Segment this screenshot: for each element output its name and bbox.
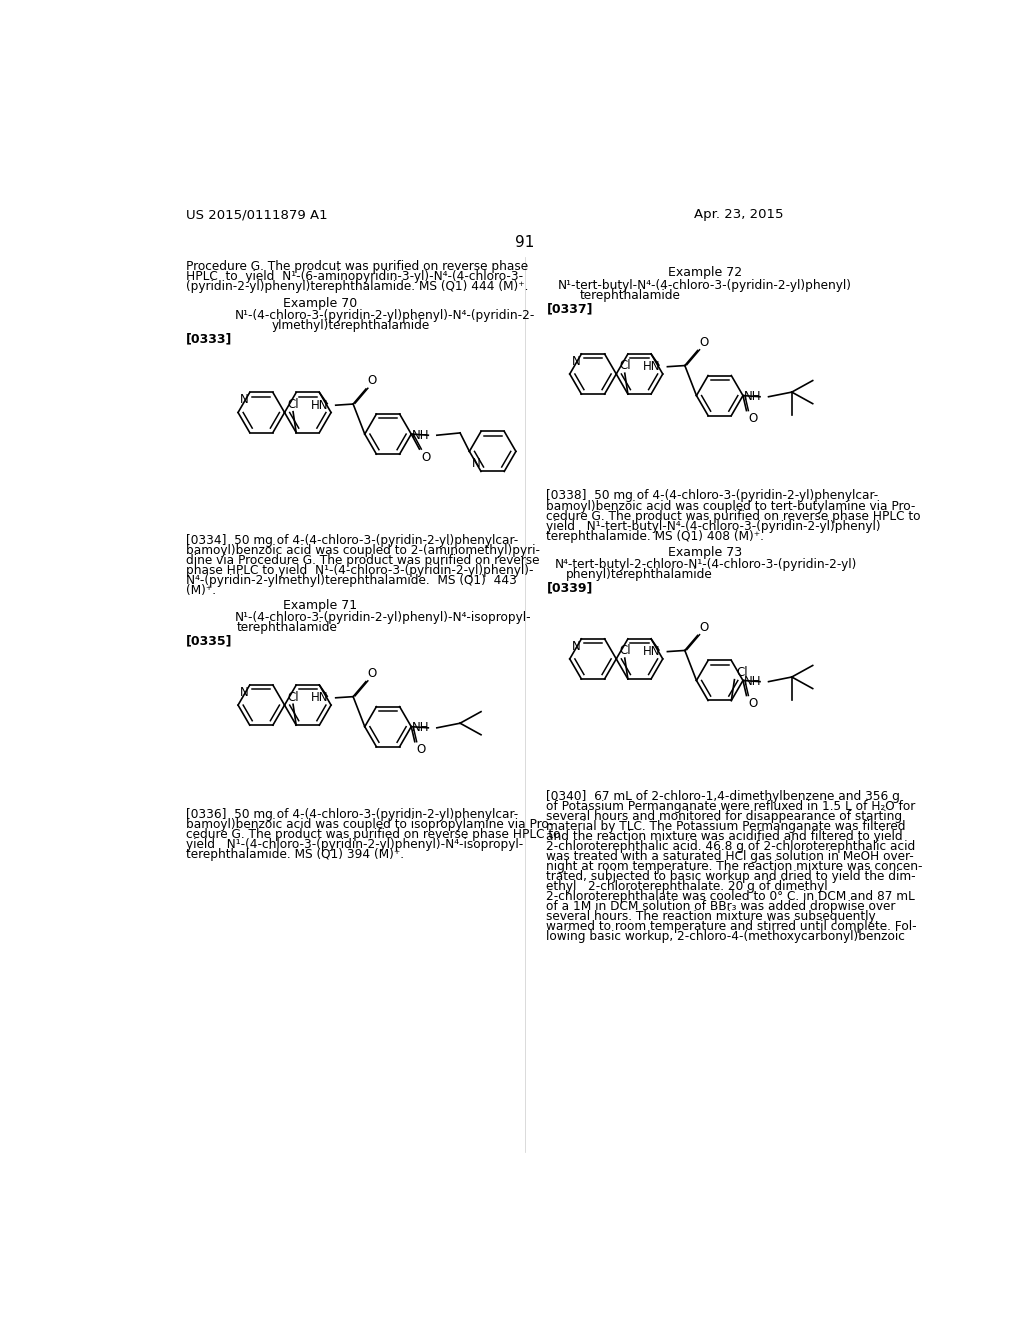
Text: and the reaction mixture was acidified and filtered to yield: and the reaction mixture was acidified a… [547, 830, 903, 843]
Text: N¹-tert-butyl-N⁴-(4-chloro-3-(pyridin-2-yl)phenyl): N¹-tert-butyl-N⁴-(4-chloro-3-(pyridin-2-… [558, 279, 852, 292]
Text: N: N [471, 457, 480, 470]
Text: trated, subjected to basic workup and dried to yield the dim-: trated, subjected to basic workup and dr… [547, 870, 916, 883]
Text: HN: HN [311, 692, 329, 705]
Text: US 2015/0111879 A1: US 2015/0111879 A1 [186, 209, 328, 222]
Text: O: O [748, 697, 758, 710]
Text: O: O [417, 743, 426, 756]
Text: was treated with a saturated HCl gas solution in MeOH over-: was treated with a saturated HCl gas sol… [547, 850, 914, 863]
Text: Cl: Cl [618, 359, 631, 372]
Text: HPLC  to  yield  N¹-(6-aminopyridin-3-yl)-N⁴-(4-chloro-3-: HPLC to yield N¹-(6-aminopyridin-3-yl)-N… [186, 271, 523, 282]
Text: Cl: Cl [288, 397, 299, 411]
Text: Cl: Cl [618, 644, 631, 657]
Text: NH: NH [744, 675, 762, 688]
Text: of Potassium Permanganate were refluxed in 1.5 L of H₂O for: of Potassium Permanganate were refluxed … [547, 800, 915, 813]
Text: terephthalamide. MS (Q1) 394 (M)⁺.: terephthalamide. MS (Q1) 394 (M)⁺. [186, 847, 404, 861]
Text: yield   N¹-tert-butyl-N⁴-(4-chloro-3-(pyridin-2-yl)phenyl): yield N¹-tert-butyl-N⁴-(4-chloro-3-(pyri… [547, 520, 881, 532]
Text: NH: NH [413, 721, 430, 734]
Text: N: N [571, 640, 581, 652]
Text: bamoyl)benzoic acid was coupled to tert-butylamine via Pro-: bamoyl)benzoic acid was coupled to tert-… [547, 499, 915, 512]
Text: [0338]  50 mg of 4-(4-chloro-3-(pyridin-2-yl)phenylcar-: [0338] 50 mg of 4-(4-chloro-3-(pyridin-2… [547, 490, 879, 503]
Text: [0337]: [0337] [547, 302, 593, 315]
Text: O: O [699, 620, 709, 634]
Text: ylmethyl)terephthalamide: ylmethyl)terephthalamide [271, 319, 430, 333]
Text: material by TLC. The Potassium Permanganate was filtered: material by TLC. The Potassium Permangan… [547, 820, 906, 833]
Text: N: N [241, 686, 249, 698]
Text: HN: HN [643, 645, 660, 659]
Text: Apr. 23, 2015: Apr. 23, 2015 [693, 209, 783, 222]
Text: O: O [748, 412, 758, 425]
Text: [0339]: [0339] [547, 582, 593, 595]
Text: Procedure G. The prodcut was purified on reverse phase: Procedure G. The prodcut was purified on… [186, 260, 528, 273]
Text: [0340]  67 mL of 2-chloro-1,4-dimethylbenzene and 356 g: [0340] 67 mL of 2-chloro-1,4-dimethylben… [547, 789, 900, 803]
Text: [0334]  50 mg of 4-(4-chloro-3-(pyridin-2-yl)phenylcar-: [0334] 50 mg of 4-(4-chloro-3-(pyridin-2… [186, 535, 518, 548]
Text: [0336]  50 mg of 4-(4-chloro-3-(pyridin-2-yl)phenylcar-: [0336] 50 mg of 4-(4-chloro-3-(pyridin-2… [186, 808, 518, 821]
Text: Example 70: Example 70 [283, 297, 357, 310]
Text: cedure G. The product was purified on reverse phase HPLC to: cedure G. The product was purified on re… [186, 828, 560, 841]
Text: O: O [368, 667, 377, 680]
Text: (M)⁺.: (M)⁺. [186, 585, 216, 597]
Text: bamoyl)benzoic acid was coupled to 2-(aminomethyl)pyri-: bamoyl)benzoic acid was coupled to 2-(am… [186, 544, 540, 557]
Text: O: O [421, 450, 430, 463]
Text: yield   N¹-(4-chloro-3-(pyridin-2-yl)phenyl)-N⁴-isopropyl-: yield N¹-(4-chloro-3-(pyridin-2-yl)pheny… [186, 837, 523, 850]
Text: (pyridin-2-yl)phenyl)terephthalamide. MS (Q1) 444 (M)⁺.: (pyridin-2-yl)phenyl)terephthalamide. MS… [186, 280, 528, 293]
Text: terephthalamide: terephthalamide [237, 622, 337, 634]
Text: Cl: Cl [288, 690, 299, 704]
Text: 2-chloroterephthalate was cooled to 0° C. in DCM and 87 mL: 2-chloroterephthalate was cooled to 0° C… [547, 890, 915, 903]
Text: cedure G. The product was purified on reverse phase HPLC to: cedure G. The product was purified on re… [547, 510, 921, 523]
Text: N⁴-tert-butyl-2-chloro-N¹-(4-chloro-3-(pyridin-2-yl): N⁴-tert-butyl-2-chloro-N¹-(4-chloro-3-(p… [554, 558, 857, 572]
Text: N: N [571, 355, 581, 368]
Text: ethyl   2-chloroterephthalate. 20 g of dimethyl: ethyl 2-chloroterephthalate. 20 g of dim… [547, 880, 828, 892]
Text: NH: NH [744, 391, 762, 403]
Text: dine via Procedure G. The product was purified on reverse: dine via Procedure G. The product was pu… [186, 554, 540, 568]
Text: terephthalamide: terephthalamide [580, 289, 681, 301]
Text: Example 72: Example 72 [669, 267, 742, 280]
Text: bamoyl)benzoic acid was coupled to isopropylamine via Pro-: bamoyl)benzoic acid was coupled to isopr… [186, 817, 554, 830]
Text: HN: HN [311, 399, 329, 412]
Text: 91: 91 [515, 235, 535, 251]
Text: warmed to room temperature and stirred until complete. Fol-: warmed to room temperature and stirred u… [547, 920, 918, 933]
Text: [0333]: [0333] [186, 333, 232, 346]
Text: NH: NH [413, 429, 430, 442]
Text: several hours and monitored for disappearance of starting: several hours and monitored for disappea… [547, 810, 902, 822]
Text: of a 1M in DCM solution of BBr₃ was added dropwise over: of a 1M in DCM solution of BBr₃ was adde… [547, 900, 896, 913]
Text: night at room temperature. The reaction mixture was concen-: night at room temperature. The reaction … [547, 859, 923, 873]
Text: lowing basic workup, 2-chloro-4-(methoxycarbonyl)benzoic: lowing basic workup, 2-chloro-4-(methoxy… [547, 929, 905, 942]
Text: [0335]: [0335] [186, 635, 232, 647]
Text: several hours. The reaction mixture was subsequently: several hours. The reaction mixture was … [547, 909, 877, 923]
Text: Example 73: Example 73 [669, 545, 742, 558]
Text: terephthalamide. MS (Q1) 408 (M)⁺.: terephthalamide. MS (Q1) 408 (M)⁺. [547, 529, 764, 543]
Text: O: O [368, 375, 377, 388]
Text: N⁴-(pyridin-2-ylmethyl)terephthalamide.  MS (Q1)  443: N⁴-(pyridin-2-ylmethyl)terephthalamide. … [186, 574, 517, 587]
Text: N¹-(4-chloro-3-(pyridin-2-yl)phenyl)-N⁴-isopropyl-: N¹-(4-chloro-3-(pyridin-2-yl)phenyl)-N⁴-… [234, 611, 531, 624]
Text: Example 71: Example 71 [284, 599, 357, 612]
Text: N: N [241, 393, 249, 407]
Text: N¹-(4-chloro-3-(pyridin-2-yl)phenyl)-N⁴-(pyridin-2-: N¹-(4-chloro-3-(pyridin-2-yl)phenyl)-N⁴-… [234, 309, 536, 322]
Text: Cl: Cl [736, 665, 748, 678]
Text: HN: HN [643, 360, 660, 374]
Text: 2-chloroterephthalic acid. 46.8 g of 2-chloroterephthalic acid: 2-chloroterephthalic acid. 46.8 g of 2-c… [547, 840, 915, 853]
Text: phase HPLC to yield  N¹-(4-chloro-3-(pyridin-2-yl)phenyl)-: phase HPLC to yield N¹-(4-chloro-3-(pyri… [186, 564, 534, 577]
Text: phenyl)terephthalamide: phenyl)terephthalamide [566, 568, 713, 581]
Text: O: O [699, 337, 709, 348]
